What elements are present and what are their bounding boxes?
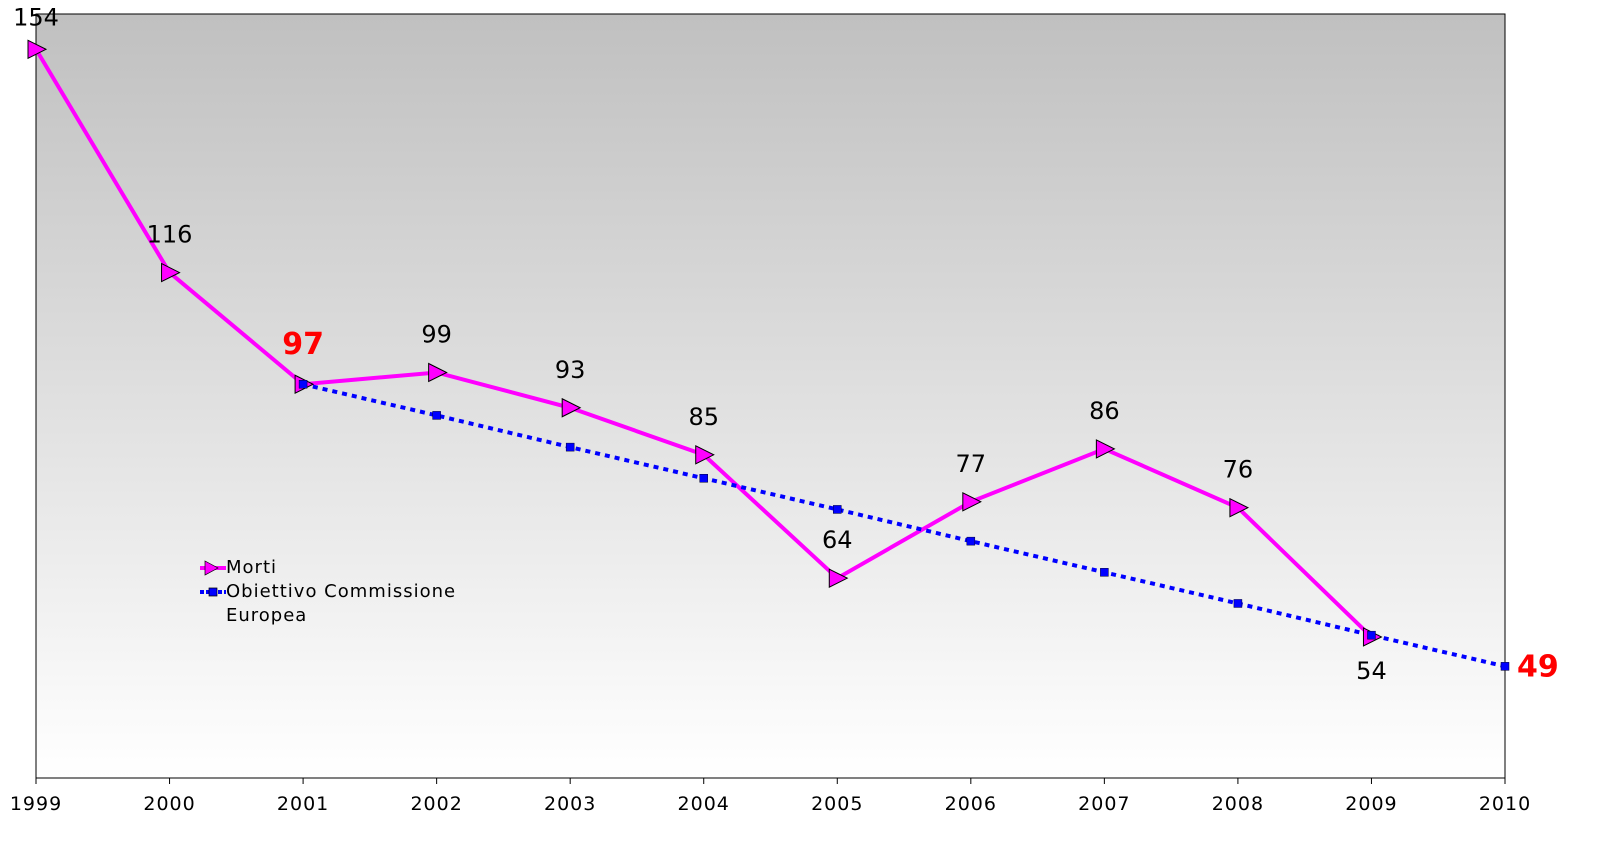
- plot-area: [35, 13, 1506, 779]
- marker: [833, 505, 842, 514]
- legend-item: Obiettivo Commissione Europea: [200, 580, 526, 628]
- marker: [699, 474, 708, 483]
- marker: [695, 444, 715, 465]
- marker: [1233, 599, 1243, 608]
- x-tick-label: 2005: [811, 793, 863, 815]
- marker: [27, 39, 48, 60]
- x-tick-label: 2006: [945, 793, 997, 815]
- marker: [298, 379, 308, 389]
- x-tick-label: 2010: [1479, 793, 1531, 815]
- marker: [161, 262, 181, 283]
- x-tick-label: 2004: [678, 793, 730, 815]
- x-tick-label: 2007: [1078, 793, 1130, 815]
- x-tick-label: 2000: [143, 793, 195, 815]
- x-tick-label: 2008: [1212, 793, 1264, 815]
- data-label: 54: [1356, 657, 1387, 685]
- data-label: 76: [1223, 456, 1254, 484]
- x-tick-label: 2002: [410, 793, 462, 815]
- marker: [1095, 439, 1116, 459]
- marker: [432, 411, 441, 420]
- data-label: 49: [1517, 649, 1559, 684]
- data-label: 64: [822, 526, 853, 554]
- marker: [966, 536, 976, 546]
- legend: Morti Obiettivo Commissione Europea: [200, 556, 526, 628]
- data-label: 86: [1089, 397, 1120, 425]
- data-label: 93: [555, 356, 586, 384]
- x-tick-label: 2009: [1345, 793, 1397, 815]
- data-label: 116: [147, 221, 193, 249]
- x-tick-label: 1999: [10, 793, 62, 815]
- marker: [565, 442, 575, 452]
- x-tick-label: 2001: [277, 793, 329, 815]
- marker: [1100, 568, 1109, 577]
- data-label: 85: [688, 403, 719, 431]
- marker: [561, 397, 582, 418]
- x-tick-label: 2003: [544, 793, 596, 815]
- marker: [1500, 662, 1510, 671]
- legend-key: [200, 587, 226, 597]
- legend-key: [200, 560, 226, 576]
- data-label: 97: [282, 327, 324, 362]
- data-label: 77: [956, 450, 987, 478]
- marker: [828, 568, 849, 588]
- legend-label: Obiettivo Commissione Europea: [226, 581, 457, 626]
- marker: [1229, 497, 1250, 518]
- marker: [428, 362, 448, 383]
- marker: [962, 491, 982, 512]
- data-label: 99: [421, 320, 452, 348]
- marker: [1367, 630, 1376, 640]
- legend-item: Morti: [200, 556, 526, 580]
- data-label: 154: [13, 3, 59, 31]
- legend-label: Morti: [226, 557, 278, 578]
